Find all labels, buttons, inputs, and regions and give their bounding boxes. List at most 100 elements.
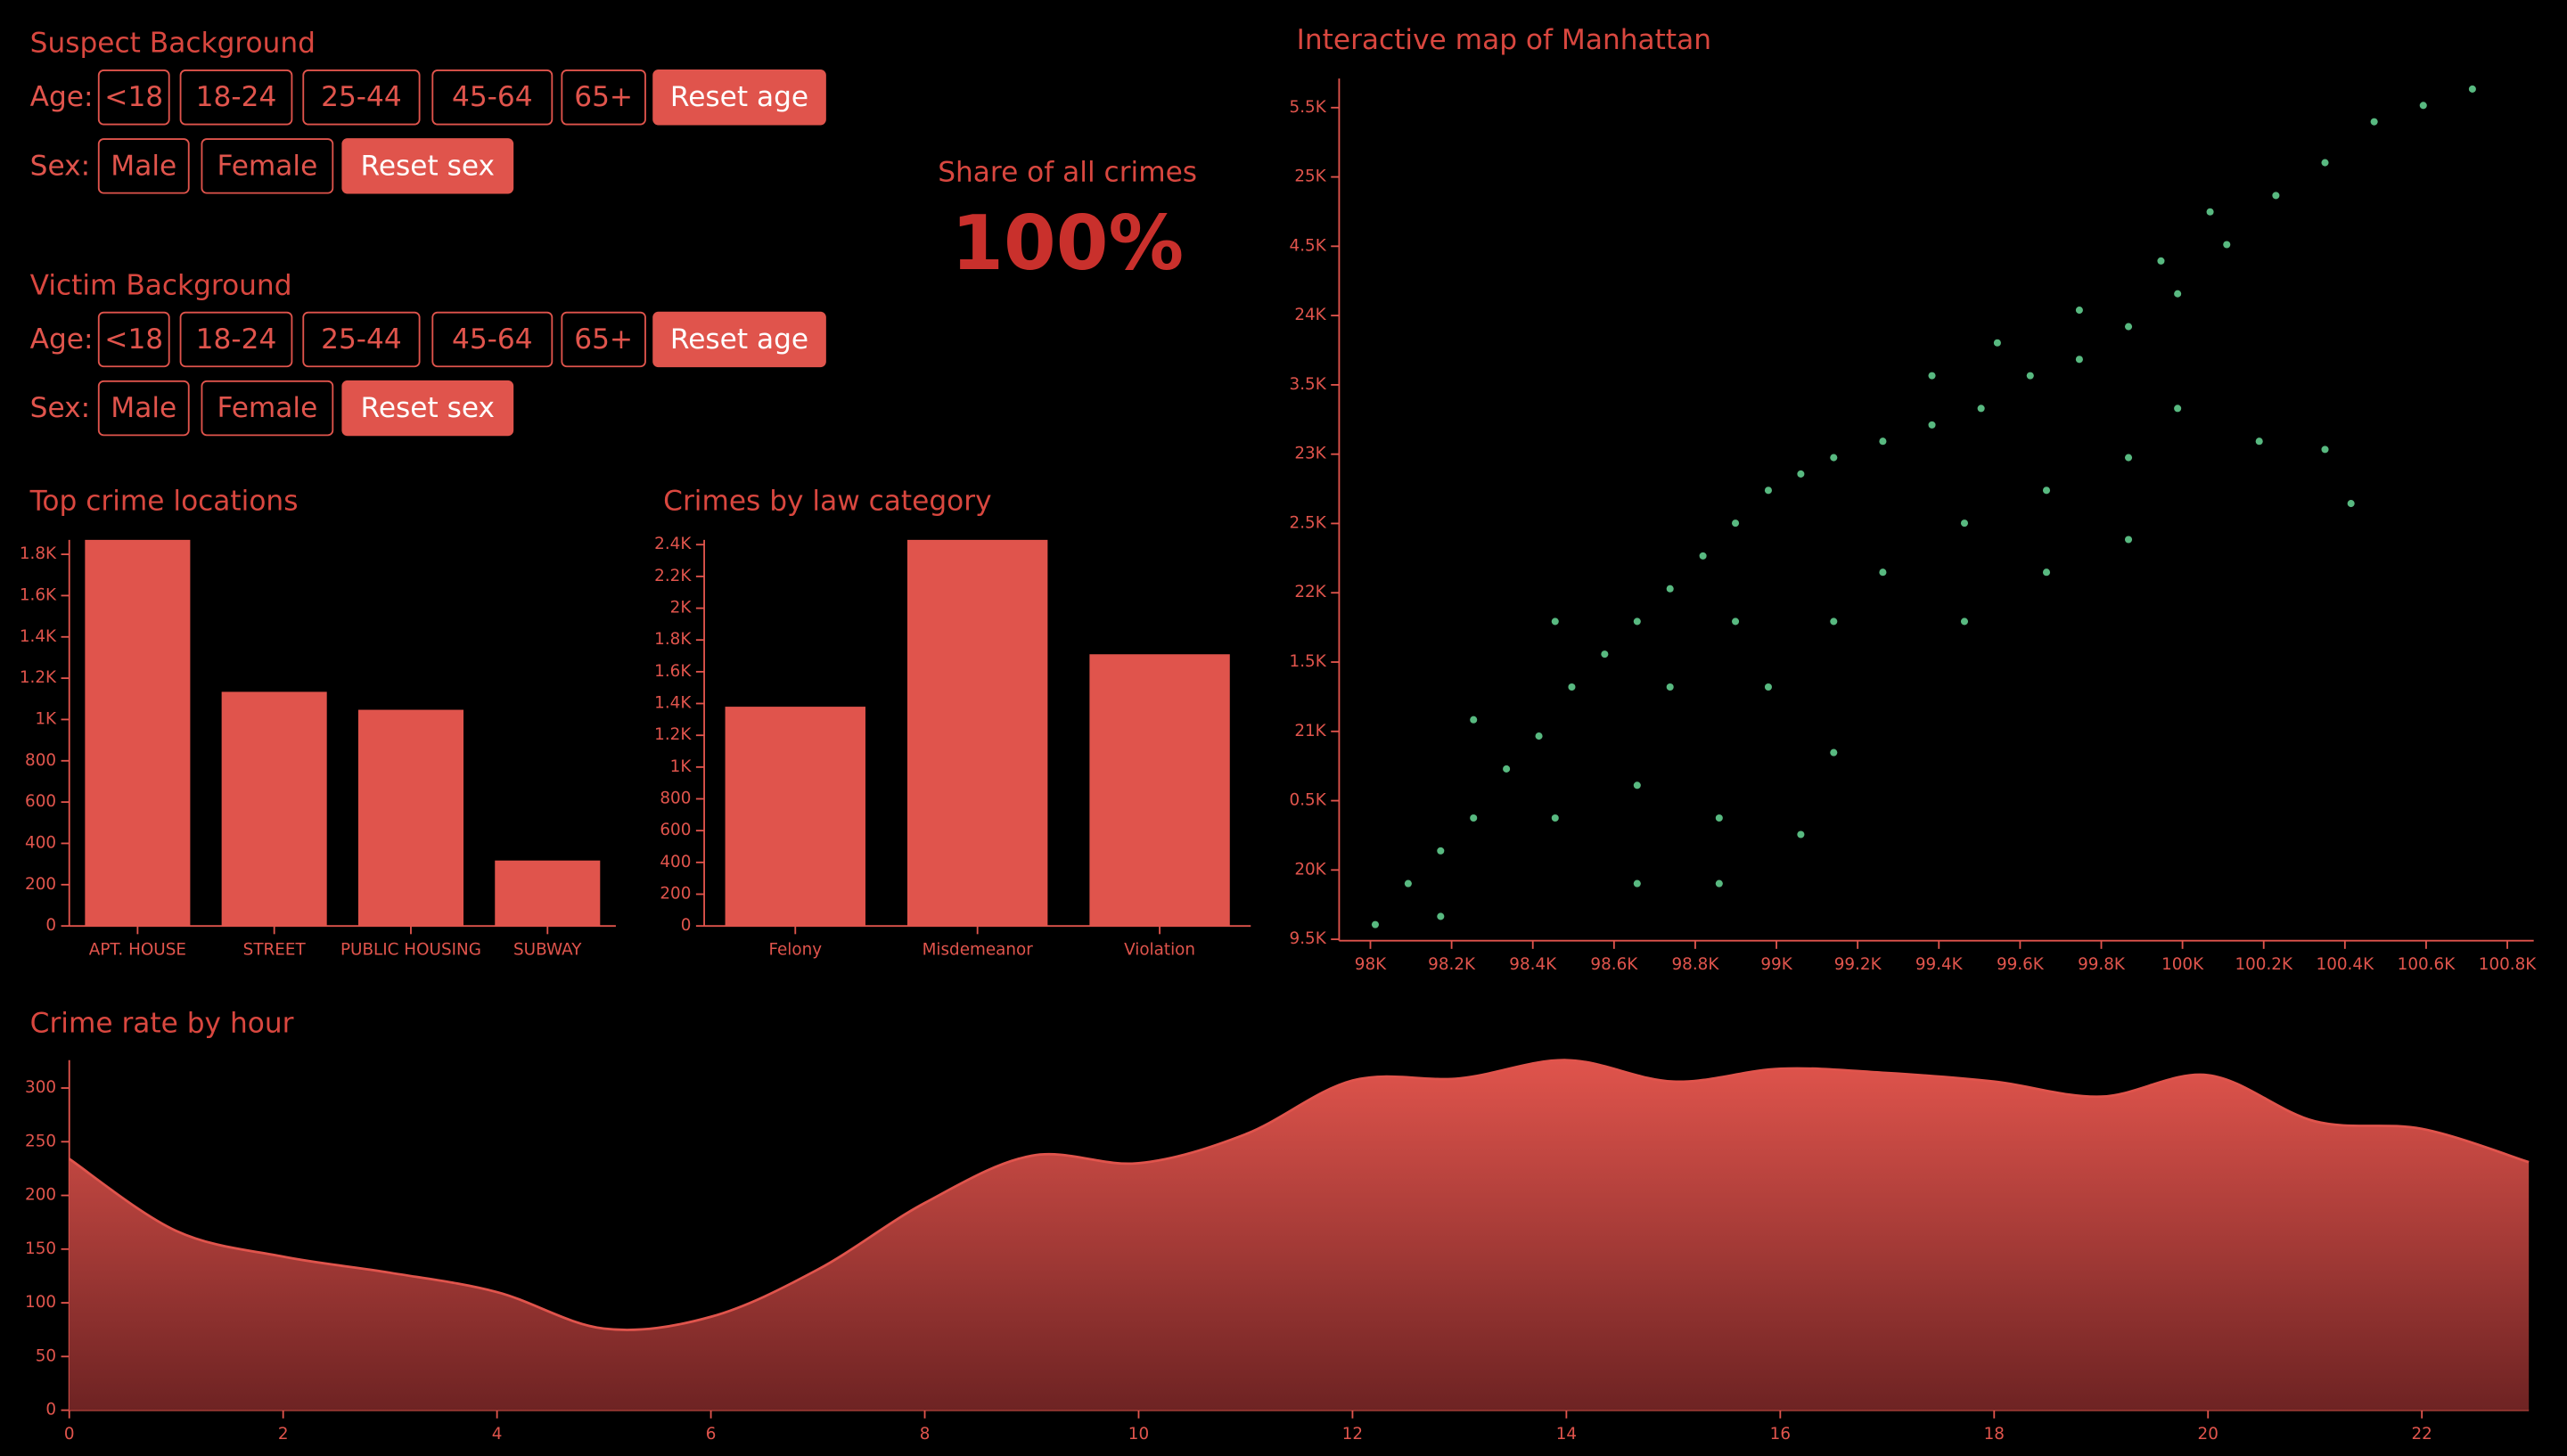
button-frame — [302, 70, 421, 126]
sex-label: Sex: — [30, 392, 90, 424]
y-tick-label: 400 — [660, 853, 691, 871]
map-point — [2321, 159, 2329, 167]
y-tick-label: 1.6K — [20, 585, 57, 604]
map-point — [1371, 920, 1380, 928]
map-point — [1666, 683, 1674, 691]
button-label: Male — [111, 150, 176, 182]
button-frame — [302, 311, 421, 368]
map-point — [2255, 438, 2263, 446]
map-point — [2272, 192, 2280, 200]
button[interactable]: 25-44 — [302, 70, 421, 126]
y-tick-label: 50 — [36, 1346, 56, 1365]
y-tick-label: 2.2K — [654, 567, 692, 585]
button[interactable]: Reset age — [652, 70, 826, 126]
button[interactable]: Male — [97, 380, 190, 437]
x-tick-label: 99.4K — [1915, 955, 1964, 974]
x-tick-label: 100K — [2161, 955, 2204, 974]
button-label: Reset age — [670, 81, 808, 113]
map-point — [1993, 339, 2001, 347]
map-point — [2468, 85, 2476, 93]
x-tick-label: 100.2K — [2235, 955, 2293, 974]
x-tick-label: Felony — [768, 941, 822, 960]
button-frame — [201, 138, 334, 194]
share-value: 100% — [951, 200, 1184, 287]
button-frame — [179, 70, 293, 126]
chart-title: Crimes by law category — [663, 486, 991, 518]
map-point — [1830, 748, 1838, 757]
button[interactable]: <18 — [97, 311, 170, 368]
y-tick-label: 200 — [25, 875, 56, 894]
section-title: Suspect Background — [30, 28, 316, 60]
button-frame — [179, 311, 293, 368]
button[interactable]: Reset sex — [341, 380, 514, 437]
map-point — [1666, 585, 1674, 593]
bar — [725, 707, 865, 927]
button[interactable]: 18-24 — [179, 70, 293, 126]
chart-title: Interactive map of Manhattan — [1297, 24, 1711, 56]
y-tick-label: 400 — [25, 833, 56, 852]
button[interactable]: <18 — [97, 70, 170, 126]
y-tick-label: 25K — [1294, 168, 1326, 186]
chart-title: Top crime locations — [29, 486, 299, 518]
map-point — [1551, 618, 1559, 626]
map-point — [1879, 438, 1887, 446]
y-tick-label: 2.4K — [654, 535, 692, 553]
button-label: <18 — [104, 323, 163, 356]
button[interactable]: 45-64 — [431, 70, 554, 126]
button-frame — [561, 311, 646, 368]
y-tick-label: 1.2K — [20, 668, 57, 687]
x-tick-label: 0 — [64, 1425, 75, 1444]
button[interactable]: Reset sex — [341, 138, 514, 194]
map-point — [1503, 765, 1511, 773]
x-tick-label: 100.6K — [2398, 955, 2456, 974]
button-label: 25-44 — [321, 81, 402, 113]
y-tick-label: 2K — [670, 599, 693, 618]
button[interactable]: Reset age — [652, 311, 826, 368]
button-label: Male — [111, 392, 176, 424]
map-point — [1977, 405, 1985, 413]
section-title: Victim Background — [30, 269, 292, 301]
map-point — [2223, 241, 2231, 249]
button-frame — [97, 70, 170, 126]
map-point — [1601, 650, 1609, 658]
button-label: 18-24 — [196, 81, 277, 113]
bar — [357, 709, 463, 927]
y-tick-label: 600 — [25, 792, 56, 811]
button-label: <18 — [104, 81, 163, 113]
button[interactable]: 18-24 — [179, 311, 293, 368]
map-point — [1797, 470, 1805, 478]
map-point — [1830, 454, 1838, 462]
y-tick-label: 600 — [660, 821, 691, 839]
age-label: Age: — [30, 323, 94, 356]
y-tick-label: 5.5K — [1290, 98, 1327, 117]
x-tick-label: 100.4K — [2317, 955, 2375, 974]
x-tick-label: 14 — [1556, 1425, 1577, 1444]
map-point — [2347, 500, 2355, 508]
y-tick-label: 4.5K — [1290, 236, 1327, 255]
button[interactable]: Female — [201, 138, 334, 194]
button[interactable]: Female — [201, 380, 334, 437]
map-point — [2321, 446, 2329, 454]
x-tick-label: 4 — [492, 1425, 503, 1444]
x-tick-label: Violation — [1124, 941, 1195, 960]
button[interactable]: Male — [97, 138, 190, 194]
area-line — [68, 1059, 2530, 1331]
x-tick-label: 10 — [1128, 1425, 1149, 1444]
x-tick-label: 100.8K — [2479, 955, 2538, 974]
button[interactable]: 65+ — [561, 70, 646, 126]
button-label: 65+ — [574, 323, 633, 356]
x-tick-label: 22 — [2412, 1425, 2432, 1444]
y-tick-label: 100 — [25, 1293, 56, 1312]
button-label: 25-44 — [321, 323, 402, 356]
button[interactable]: 45-64 — [431, 311, 554, 368]
y-tick-label: 200 — [660, 884, 691, 903]
map-point — [1633, 618, 1641, 626]
bar — [906, 539, 1048, 927]
map-point — [2419, 102, 2427, 110]
button[interactable]: 25-44 — [302, 311, 421, 368]
map-point — [1928, 372, 1936, 380]
button[interactable]: 65+ — [561, 311, 646, 368]
map-point — [1764, 683, 1772, 691]
map-point — [1928, 421, 1936, 429]
